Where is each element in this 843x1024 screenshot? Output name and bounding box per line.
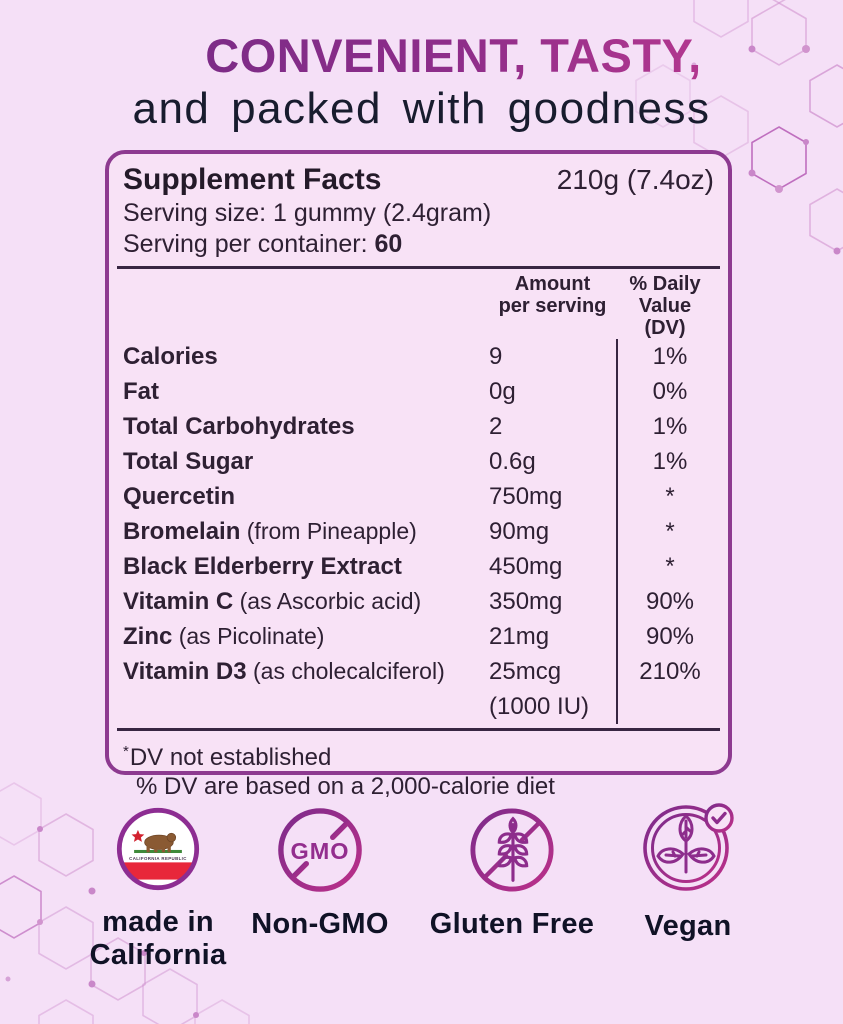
nutrient-name: Vitamin D3 (as cholecalciferol) — [123, 658, 445, 685]
column-header-amount: Amount per serving — [498, 273, 607, 317]
badge-non-gmo: GMO Non-GMO — [210, 806, 430, 941]
table-row: Total Carbohydrates 2 1% — [123, 409, 714, 444]
gluten-free-icon — [470, 808, 554, 892]
badge-gluten-free: Gluten Free — [402, 806, 622, 941]
servings-per-container: Serving per container: 60 — [123, 229, 714, 260]
facts-title-row: Supplement Facts 210g (7.4oz) — [123, 162, 714, 198]
nutrient-daily-value: * — [616, 514, 714, 549]
asterisk: * — [123, 743, 129, 760]
column-header-dv: % Daily Value (DV) — [629, 273, 701, 339]
nutrient-daily-value: 1% — [616, 339, 714, 374]
nutrient-daily-value: 1% — [616, 444, 714, 479]
servings-per-container-label: Serving per container: — [123, 230, 375, 258]
nutrient-daily-value: 90% — [616, 584, 714, 619]
badge-label-gluten-free: Gluten Free — [429, 908, 595, 940]
nutrient-daily-value: * — [616, 549, 714, 584]
footnote-line1: *DV not established — [123, 743, 332, 771]
facts-table-header: Amount per serving % Daily Value (DV) — [123, 273, 714, 339]
nutrient-name: Total Carbohydrates — [123, 413, 355, 440]
badge-made-in-california: CALIFORNIA REPUBLIC made in California — [48, 806, 268, 972]
divider-top — [117, 266, 720, 269]
vegan-icon — [643, 803, 734, 891]
nutrient-amount: 350mg — [489, 588, 563, 615]
table-row: Black Elderberry Extract 450mg * — [123, 549, 714, 584]
nutrient-daily-value: 1% — [616, 409, 714, 444]
supplement-facts-panel: Supplement Facts 210g (7.4oz) Serving si… — [105, 150, 732, 800]
nutrient-amount: 0g — [489, 378, 516, 405]
nutrient-daily-value: 210% — [616, 654, 714, 724]
non-gmo-icon: GMO — [278, 808, 362, 892]
nutrient-amount: 450mg — [489, 553, 563, 580]
nutrient-amount: 2 — [489, 413, 503, 440]
table-row: Quercetin 750mg * — [123, 479, 714, 514]
badge-label-non-gmo: Non-GMO — [251, 908, 389, 940]
facts-title: Supplement Facts — [123, 163, 382, 196]
nutrient-name: Fat — [123, 378, 159, 405]
table-row: Vitamin D3 (as cholecalciferol) 25mcg (10… — [123, 654, 714, 724]
net-weight: 210g (7.4oz) — [556, 164, 714, 195]
nutrient-daily-value: 0% — [616, 374, 714, 409]
servings-per-container-value: 60 — [374, 230, 403, 258]
nutrient-amount: 0.6g — [489, 448, 536, 475]
flag-caption: CALIFORNIA REPUBLIC — [129, 856, 187, 861]
table-row: Vitamin C (as Ascorbic acid) 350mg 90% — [123, 584, 714, 619]
nutrient-amount: 90mg — [489, 518, 550, 545]
table-row: Calories 9 1% — [123, 339, 714, 374]
nutrient-name: Quercetin — [123, 483, 236, 510]
nutrient-name: Vitamin C (as Ascorbic acid) — [123, 588, 422, 615]
nutrient-name: Total Sugar — [123, 448, 254, 475]
badge-label-vegan: Vegan — [644, 910, 732, 942]
california-flag-icon: CALIFORNIA REPUBLIC — [116, 807, 200, 891]
facts-footnote: *DV not established % DV are based on a … — [123, 737, 714, 801]
badge-label-made-in-california: made in California — [89, 906, 227, 971]
nutrient-name: Zinc (as Picolinate) — [123, 623, 325, 650]
nutrient-amount: 25mcg (1000 IU) — [489, 658, 590, 720]
nutrient-name: Calories — [123, 343, 218, 370]
nutrient-name: Black Elderberry Extract — [123, 553, 402, 580]
divider-bottom — [117, 728, 720, 731]
page-header: CONVENIENT, TASTY, and packed with goodn… — [0, 30, 843, 132]
nutrient-daily-value: 90% — [616, 619, 714, 654]
nutrient-amount: 750mg — [489, 483, 563, 510]
serving-size: Serving size: 1 gummy (2.4gram) — [123, 199, 492, 227]
badge-vegan: Vegan — [578, 800, 798, 943]
nutrient-daily-value: * — [616, 479, 714, 514]
table-row: Zinc (as Picolinate) 21mg 90% — [123, 619, 714, 654]
footnote-line2: % DV are based on a 2,000-calorie diet — [136, 773, 555, 800]
headline-sub: and packed with goodness — [132, 83, 711, 133]
table-row: Fat 0g 0% — [123, 374, 714, 409]
nutrient-amount: 9 — [489, 343, 503, 370]
facts-table-rows: Calories 9 1% Fat 0g 0% Total Carbohydra… — [123, 339, 714, 724]
nutrient-name: Bromelain (from Pineapple) — [123, 518, 417, 545]
gmo-icon-text: GMO — [291, 838, 350, 864]
table-row: Total Sugar 0.6g 1% — [123, 444, 714, 479]
table-row: Bromelain (from Pineapple) 90mg * — [123, 514, 714, 549]
headline-accent: CONVENIENT, TASTY, — [0, 30, 843, 82]
nutrient-amount: 21mg — [489, 623, 550, 650]
